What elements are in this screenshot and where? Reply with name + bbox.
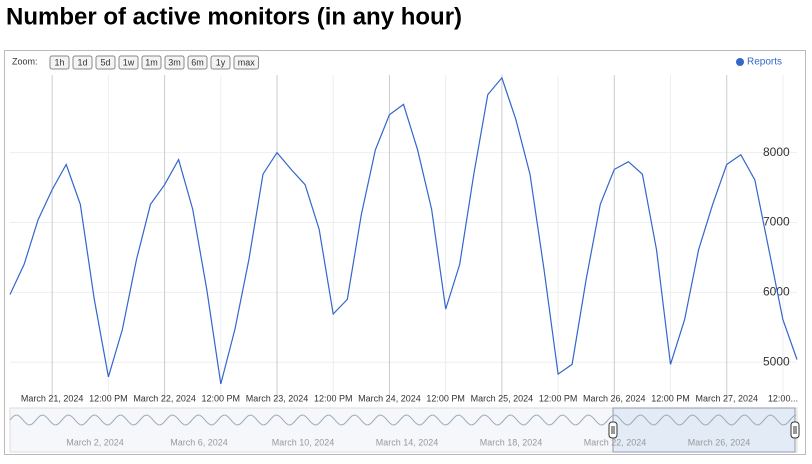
navigator-wave <box>9 414 797 426</box>
zoom-button-label[interactable]: 1w <box>123 57 135 67</box>
y-tick-label: 7000 <box>763 215 790 229</box>
y-tick-label: 5000 <box>763 354 790 368</box>
zoom-button[interactable] <box>210 55 231 70</box>
zoom-button[interactable] <box>72 55 93 70</box>
legend-label: Reports <box>747 57 782 68</box>
navigator-label: March 26, 2024 <box>688 437 751 447</box>
zoom-button[interactable] <box>95 55 116 70</box>
zoom-button[interactable] <box>49 55 70 70</box>
zoom-button-label[interactable]: 3m <box>168 57 181 67</box>
navigator-handle[interactable] <box>790 421 800 439</box>
x-tick-label: 12:00 PM <box>426 393 465 403</box>
zoom-button-label[interactable]: 1d <box>77 57 87 67</box>
y-tick-label: 8000 <box>763 145 790 159</box>
zoom-button-label[interactable]: 5d <box>100 57 110 67</box>
x-tick-label: 12:00 PM <box>202 393 241 403</box>
x-tick-label: March 25, 2024 <box>471 393 534 403</box>
navigator-label: March 2, 2024 <box>66 437 124 447</box>
zoom-button[interactable] <box>118 55 139 70</box>
navigator-label: March 6, 2024 <box>170 437 228 447</box>
x-tick-label: March 24, 2024 <box>358 393 421 403</box>
x-tick-label: 12:00... <box>768 393 798 403</box>
navigator-label: March 14, 2024 <box>376 437 439 447</box>
x-tick-label: March 27, 2024 <box>695 393 758 403</box>
legend-marker <box>736 58 744 66</box>
x-tick-label: March 21, 2024 <box>21 393 84 403</box>
zoom-button-label[interactable]: 1h <box>54 57 64 67</box>
zoom-button-label[interactable]: 1y <box>216 57 226 67</box>
zoom-button-label[interactable]: 6m <box>191 57 204 67</box>
zoom-button[interactable] <box>141 55 162 70</box>
x-tick-label: March 22, 2024 <box>133 393 196 403</box>
zoom-label: Zoom: <box>12 56 38 66</box>
x-tick-label: 12:00 PM <box>651 393 690 403</box>
x-tick-label: March 23, 2024 <box>246 393 309 403</box>
x-tick-label: March 26, 2024 <box>583 393 646 403</box>
zoom-button[interactable] <box>187 55 208 70</box>
x-tick-label: 12:00 PM <box>314 393 353 403</box>
zoom-button[interactable] <box>164 55 185 70</box>
zoom-button-label[interactable]: 1m <box>145 57 158 67</box>
navigator-selection[interactable] <box>612 407 796 453</box>
zoom-button-label[interactable]: max <box>238 57 256 67</box>
navigator-label: March 10, 2024 <box>272 437 335 447</box>
x-tick-label: 12:00 PM <box>89 393 128 403</box>
chart-title: Number of active monitors (in any hour) <box>6 3 462 30</box>
navigator-label: March 18, 2024 <box>480 437 543 447</box>
zoom-button[interactable] <box>233 55 259 70</box>
navigator-handle[interactable] <box>608 421 618 439</box>
x-tick-label: 12:00 PM <box>539 393 578 403</box>
data-line <box>9 76 798 385</box>
navigator-label: March 22, 2024 <box>584 437 647 447</box>
